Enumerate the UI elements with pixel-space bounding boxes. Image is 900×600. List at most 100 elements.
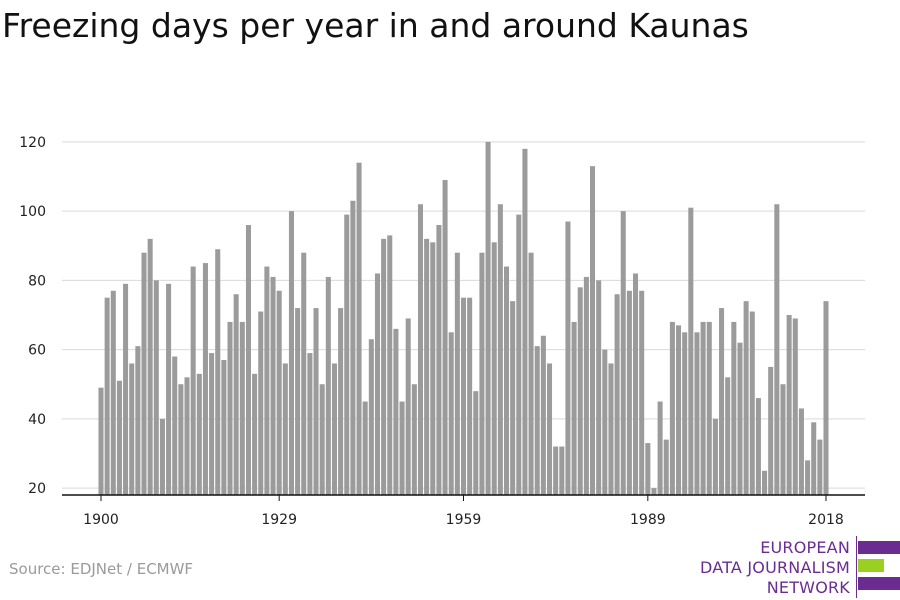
bar-1934 [307, 353, 313, 495]
bar-1909 [153, 280, 159, 495]
bar-1901 [104, 297, 110, 495]
bar-1948 [393, 328, 399, 495]
edjnet-logo: EUROPEAN DATA JOURNALISM NETWORK [700, 536, 900, 600]
bar-1966 [503, 266, 510, 495]
bars [98, 141, 829, 496]
x-tick-label: 1900 [83, 512, 119, 528]
bar-1918 [209, 353, 215, 495]
bar-1984 [614, 294, 620, 495]
logo-line-network: NETWORK [766, 578, 850, 597]
bar-1905 [129, 363, 135, 495]
bar-1953 [424, 238, 430, 495]
bar-2009 [768, 366, 774, 495]
bar-2005 [743, 301, 749, 495]
bar-1933 [301, 252, 307, 495]
bar-1915 [190, 266, 196, 495]
bar-1999 [706, 321, 712, 495]
bar-2014 [798, 408, 804, 495]
bar-1947 [387, 235, 393, 495]
x-tick-label: 1989 [630, 512, 666, 528]
bar-chart: 20 40 60 80 100 120 1900 1929 1959 1989 2018 [19, 135, 865, 528]
bar-1994 [676, 325, 682, 495]
bar-1939 [338, 308, 344, 495]
bar-1970 [528, 252, 534, 495]
bar-1982 [602, 349, 608, 495]
bar-1956 [442, 180, 448, 495]
bar-1997 [694, 332, 700, 495]
bar-1986 [626, 290, 632, 495]
bar-1923 [239, 321, 245, 495]
bar-2001 [719, 308, 725, 495]
bar-1954 [430, 242, 436, 495]
bar-1932 [295, 308, 301, 495]
bar-1988 [639, 290, 645, 495]
bar-1965 [497, 204, 503, 496]
y-tick-label: 20 [28, 481, 46, 497]
bar-2003 [731, 321, 737, 495]
logo-bar-middle [858, 559, 884, 572]
bar-1980 [590, 166, 596, 495]
bar-1974 [553, 446, 559, 495]
bar-1992 [663, 439, 669, 495]
chart-title: Freezing days per year in and around Kau… [2, 6, 749, 45]
bar-1912 [172, 356, 178, 495]
bar-1998 [700, 321, 706, 495]
bar-1926 [258, 311, 264, 495]
bar-2012 [786, 315, 792, 495]
bar-1900 [98, 387, 104, 495]
bar-1975 [559, 446, 565, 495]
bar-1950 [405, 318, 411, 495]
bar-1910 [159, 418, 165, 495]
bar-2007 [755, 398, 761, 495]
bar-2013 [792, 318, 798, 495]
bar-1919 [215, 249, 221, 495]
bar-1924 [245, 225, 251, 495]
bar-1989 [645, 443, 651, 495]
logo-bar-bottom [858, 577, 900, 590]
bar-1903 [116, 380, 122, 495]
x-tick-label: 1929 [261, 512, 297, 528]
source-note: Source: EDJNet / ECMWF [9, 560, 194, 578]
y-tick-label: 80 [28, 273, 46, 289]
bar-2018 [823, 301, 829, 495]
bar-1955 [436, 225, 442, 495]
bar-1987 [633, 273, 639, 495]
bar-1904 [123, 283, 129, 495]
bar-1952 [417, 204, 424, 496]
y-tick-label: 40 [28, 412, 46, 428]
bar-1925 [252, 373, 258, 495]
bar-1941 [350, 200, 356, 495]
bar-1996 [688, 207, 694, 495]
bar-1927 [264, 266, 270, 495]
bar-2015 [805, 460, 811, 495]
logo-line-data-journalism: DATA JOURNALISM [700, 558, 850, 577]
bar-2017 [817, 439, 823, 495]
y-axis: 20 40 60 80 100 120 [19, 135, 46, 497]
bar-2010 [774, 204, 780, 496]
bar-1921 [227, 321, 233, 495]
bar-1973 [546, 363, 553, 495]
bar-1914 [184, 377, 190, 495]
x-axis: 1900 1929 1959 1989 2018 [62, 494, 865, 528]
bar-1911 [166, 283, 172, 495]
bar-1958 [454, 252, 460, 495]
bar-1916 [196, 373, 202, 495]
bar-1943 [362, 401, 368, 495]
bar-1931 [288, 211, 294, 495]
bar-1977 [571, 321, 577, 495]
x-tick-label: 1959 [446, 512, 482, 528]
x-tick-label: 2018 [808, 512, 844, 528]
bar-1957 [448, 332, 454, 495]
bar-1945 [374, 273, 380, 495]
bar-2002 [725, 377, 731, 495]
bar-1928 [270, 276, 276, 495]
bar-2006 [749, 311, 755, 495]
bar-2011 [780, 384, 786, 495]
bar-1978 [577, 287, 583, 495]
bar-1968 [516, 214, 522, 495]
bar-1929 [276, 290, 282, 495]
bar-1990 [651, 488, 657, 495]
bar-1962 [479, 252, 485, 495]
y-tick-label: 120 [19, 135, 46, 151]
bar-1967 [510, 301, 516, 495]
